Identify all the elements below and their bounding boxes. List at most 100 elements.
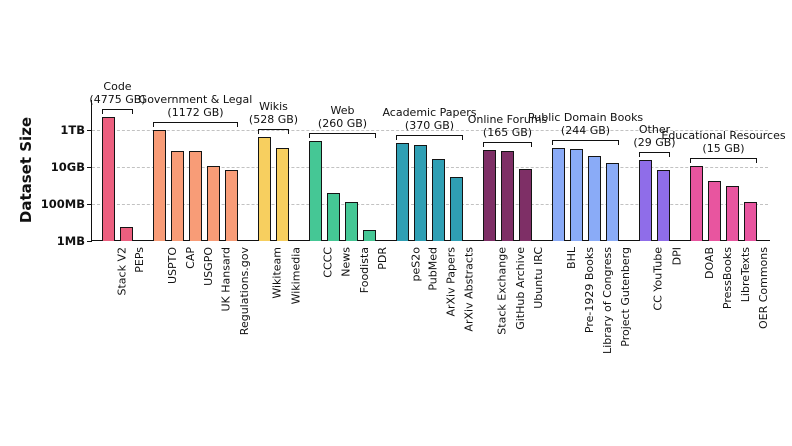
bar-stack-exchange (483, 150, 496, 241)
x-tick-label: Regulations.gov (238, 247, 251, 336)
bar-oer-commons (744, 202, 757, 241)
bar-foodista (345, 202, 358, 241)
bar-uk-hansard (207, 166, 220, 241)
bar-uspto (153, 129, 166, 241)
bar-cc-youtube (639, 160, 652, 241)
group-label: Government & Legal (1172 GB) (116, 93, 276, 119)
y-gridline (92, 203, 768, 205)
group-bracket (153, 121, 238, 127)
x-tick-label: CAP (184, 247, 197, 269)
bar-pressbooks (708, 180, 721, 241)
x-tick-label: DPI (670, 247, 683, 266)
bar-news (327, 192, 340, 241)
group-label: Web (260 GB) (263, 104, 423, 130)
x-tick-label: Library of Congress (601, 247, 614, 354)
x-tick-label: PubMed (427, 247, 440, 291)
group-bracket (258, 128, 289, 134)
group-name: Academic Papers (382, 106, 477, 120)
bar-wikimedia (276, 148, 289, 241)
bar-arxiv-abstracts (450, 176, 463, 241)
bar-libretexts (726, 186, 739, 241)
x-tick-label: ArXiv Abstracts (463, 247, 476, 332)
x-tick-label: PEPs (133, 247, 146, 273)
x-tick-label: peS2o (409, 247, 422, 282)
y-tick-label: 100MB (40, 196, 85, 211)
x-axis-line (92, 239, 770, 242)
group-bracket (639, 152, 670, 158)
x-tick-label: USGPO (202, 247, 215, 286)
x-tick-label: Ubuntu IRC (532, 247, 545, 309)
bar-doab (690, 166, 703, 241)
x-tick-label: Project Gutenberg (619, 247, 632, 347)
group-label: Public Domain Books (244 GB) (506, 111, 666, 137)
x-tick-label: Wikiteam (271, 247, 284, 299)
bar-wikiteam (258, 136, 271, 241)
bar-ubuntu-irc (519, 168, 532, 241)
group-total: (244 GB) (560, 124, 611, 138)
bar-pes2o (396, 143, 409, 241)
y-tick-mark (87, 166, 92, 168)
bar-peps (120, 226, 133, 241)
group-name: Government & Legal (138, 92, 253, 106)
y-tick-mark (87, 129, 92, 131)
bar-stack-v2 (102, 117, 115, 241)
x-tick-label: Stack Exchange (496, 247, 509, 335)
group-total: (260 GB) (317, 116, 368, 130)
group-total: (4775 GB) (89, 93, 146, 107)
group-label: Other (29 GB) (575, 123, 735, 149)
bar-pre-1929-books (570, 149, 583, 241)
y-tick-mark (87, 203, 92, 205)
y-gridline (92, 129, 768, 131)
bar-bhl (552, 148, 565, 241)
group-total: (370 GB) (404, 119, 455, 133)
group-bracket (552, 140, 619, 146)
y-axis-title: Dataset Size (17, 116, 35, 224)
group-total: (15 GB) (702, 142, 745, 156)
group-label: Wikis (528 GB) (194, 100, 354, 126)
x-tick-label: DOAB (703, 247, 716, 280)
bar-usgpo (189, 151, 202, 241)
group-total: (528 GB) (248, 112, 299, 126)
group-bracket (690, 158, 757, 164)
bar-library-of-congress (588, 156, 601, 241)
group-total: (29 GB) (633, 136, 676, 150)
y-gridline (92, 166, 768, 168)
group-bracket (102, 109, 133, 115)
group-label: Online Forums (165 GB) (428, 113, 588, 139)
group-name: Other (638, 123, 671, 137)
x-tick-label: PressBooks (721, 247, 734, 310)
x-tick-label: USPTO (166, 247, 179, 285)
group-name: Educational Resources (661, 129, 786, 143)
bar-cap (171, 150, 184, 241)
y-tick-label: 1TB (60, 122, 85, 137)
bar-project-gutenberg (606, 163, 619, 241)
y-axis-line (90, 100, 93, 241)
bar-dpi (657, 169, 670, 241)
bar-pdr (363, 229, 376, 241)
group-label: Academic Papers (370 GB) (350, 106, 510, 132)
bar-github-archive (501, 150, 514, 241)
group-name: Online Forums (467, 113, 548, 127)
group-name: Code (103, 80, 132, 94)
group-bracket (483, 142, 532, 148)
bar-arxiv-papers (432, 159, 445, 241)
x-tick-label: Pre-1929 Books (583, 247, 596, 334)
y-tick-mark (87, 241, 92, 242)
x-tick-label: Stack V2 (115, 247, 128, 296)
group-total: (1172 GB) (167, 105, 224, 119)
group-label: Educational Resources (15 GB) (644, 129, 792, 155)
group-name: Wikis (259, 99, 288, 113)
y-tick-label: 1MB (56, 234, 85, 248)
x-tick-label: LibreTexts (739, 247, 752, 303)
x-tick-label: Wikimedia (289, 247, 302, 305)
bar-cccc (309, 140, 322, 241)
group-name: Public Domain Books (527, 111, 644, 125)
group-total: (165 GB) (482, 126, 533, 140)
group-bracket (396, 135, 463, 141)
x-tick-label: BHL (565, 247, 578, 269)
group-name: Web (330, 103, 355, 117)
x-tick-label: OER Commons (757, 247, 770, 330)
x-tick-label: Foodista (358, 247, 371, 294)
x-tick-label: CC YouTube (652, 247, 665, 311)
